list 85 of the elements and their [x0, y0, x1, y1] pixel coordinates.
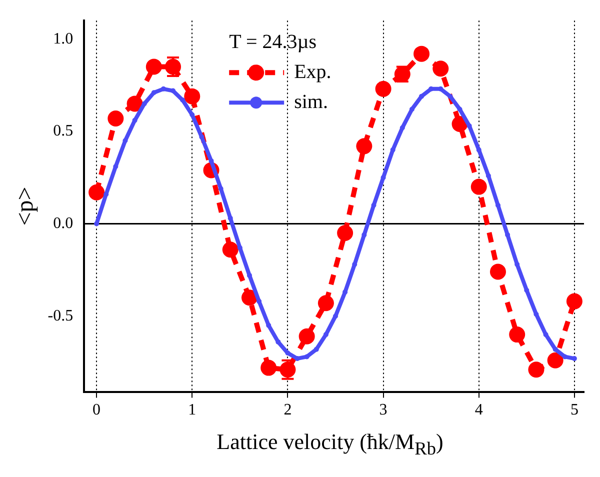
point: [562, 354, 568, 360]
y-tick-label: 0.0: [53, 214, 74, 232]
point: [457, 106, 462, 112]
point: [246, 272, 252, 278]
point: [505, 232, 510, 238]
legend-label: sim.: [294, 90, 328, 113]
point: [142, 101, 147, 106]
point: [222, 242, 238, 258]
point: [438, 86, 444, 92]
point: [509, 326, 526, 343]
point: [266, 322, 272, 328]
point: [323, 332, 328, 338]
point: [534, 312, 539, 317]
point: [314, 346, 319, 352]
point: [237, 245, 242, 250]
point: [566, 293, 582, 310]
point: [466, 123, 472, 128]
point: [151, 90, 156, 96]
point: [333, 314, 338, 319]
point: [190, 112, 195, 118]
point: [122, 138, 128, 144]
x-axis-title: Lattice velocity (ħk/M$_{Rb}$): [216, 429, 444, 460]
point: [108, 110, 124, 126]
point: [414, 46, 430, 62]
y-tick-label: 1.0: [53, 30, 74, 48]
point: [371, 202, 376, 208]
point: [146, 58, 162, 75]
point: [94, 221, 100, 226]
point: [380, 175, 386, 180]
y-axis-title: <p>: [12, 186, 39, 226]
point: [256, 298, 262, 304]
point: [448, 94, 453, 99]
point: [228, 216, 233, 221]
point: [352, 262, 358, 267]
point: [170, 88, 176, 94]
point: [160, 86, 166, 92]
point: [495, 202, 500, 208]
point: [241, 290, 258, 306]
point: [294, 356, 300, 362]
point: [390, 147, 396, 152]
point: [547, 352, 564, 368]
point: [208, 158, 214, 164]
point: [132, 118, 138, 123]
point: [409, 106, 414, 112]
x-tick-label: 0: [92, 402, 101, 419]
point: [476, 147, 482, 152]
legend-title: T = 24.3µs: [229, 30, 317, 53]
point: [298, 328, 315, 344]
y-tick-label: -0.5: [48, 307, 74, 324]
point: [470, 178, 487, 195]
y-tick-label: 0.5: [53, 122, 74, 140]
point: [180, 98, 186, 103]
point: [199, 134, 204, 140]
point: [490, 264, 506, 280]
point: [218, 186, 224, 192]
point: [276, 339, 281, 344]
point: [486, 173, 491, 178]
point: [304, 354, 310, 360]
point: [318, 295, 334, 312]
point: [356, 138, 372, 154]
point: [514, 262, 520, 267]
point: [184, 88, 200, 104]
point: [432, 60, 449, 77]
point: [419, 94, 424, 99]
x-tick-label: 2: [284, 402, 292, 419]
legend-label: Exp.: [294, 60, 332, 83]
point: [337, 224, 354, 241]
point: [113, 164, 118, 169]
point: [400, 125, 405, 130]
point: [375, 80, 392, 97]
point: [104, 192, 109, 197]
point: [362, 232, 367, 238]
point: [524, 288, 530, 293]
x-tick-label: 1: [188, 402, 196, 419]
point: [552, 346, 558, 352]
point: [260, 360, 277, 376]
point: [285, 350, 290, 356]
x-tick-label: 4: [474, 402, 483, 419]
point: [528, 362, 544, 378]
point: [88, 184, 105, 200]
x-tick-label: 3: [379, 402, 388, 419]
point: [126, 96, 143, 112]
point: [342, 290, 348, 295]
x-tick-label: 5: [570, 402, 578, 419]
point: [543, 332, 548, 338]
